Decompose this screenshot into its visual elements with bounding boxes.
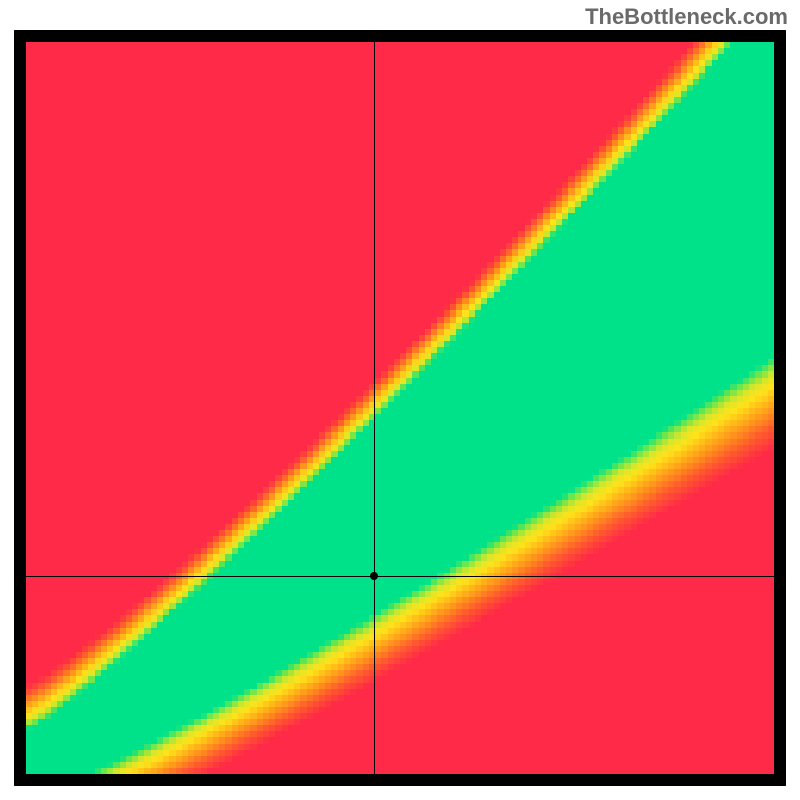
crosshair-vertical: [374, 42, 375, 774]
crosshair-horizontal: [26, 576, 774, 577]
heatmap-plot: [26, 42, 774, 774]
heatmap-canvas: [26, 42, 774, 774]
watermark-text: TheBottleneck.com: [585, 4, 788, 30]
crosshair-dot: [370, 572, 378, 580]
plot-frame: [14, 30, 786, 786]
